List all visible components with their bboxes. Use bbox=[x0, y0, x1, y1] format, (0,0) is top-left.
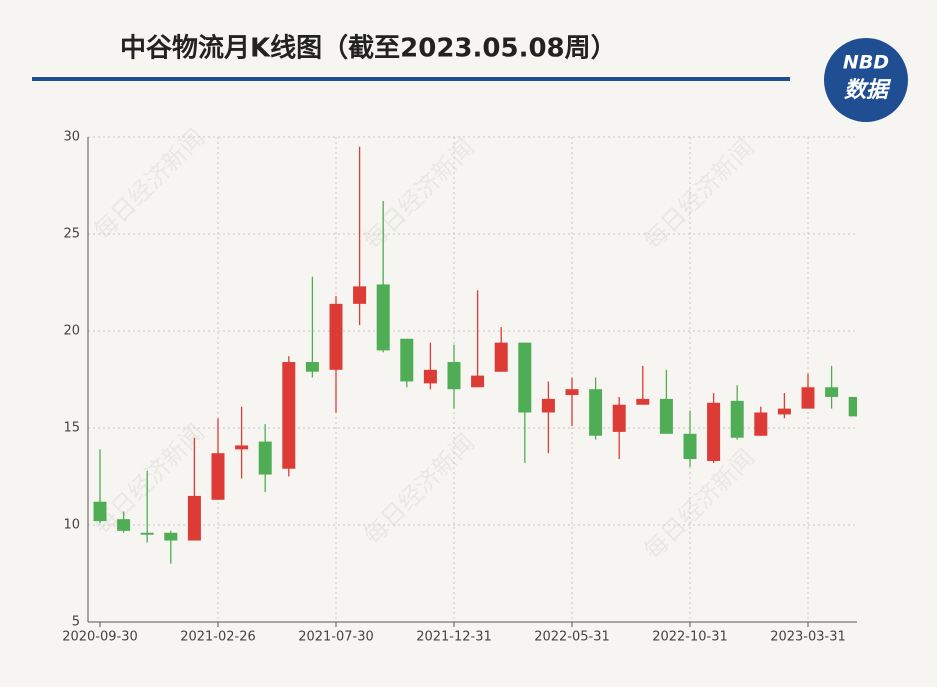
candle-body bbox=[612, 404, 626, 432]
candle-body bbox=[730, 400, 744, 438]
y-tick-label: 30 bbox=[63, 130, 80, 145]
candle-body bbox=[164, 532, 178, 541]
candle-body bbox=[140, 532, 154, 535]
logo bbox=[824, 38, 908, 122]
logo-text: 数据 bbox=[844, 78, 892, 103]
candle-body bbox=[683, 433, 697, 460]
x-tick-label: 2022-10-31 bbox=[652, 630, 728, 645]
candle-body bbox=[801, 387, 815, 409]
chart-title: 中谷物流月K线图（截至2023.05.08周） bbox=[120, 34, 617, 64]
candle-body bbox=[754, 412, 768, 436]
title-rule bbox=[32, 77, 790, 81]
candle-body bbox=[471, 375, 485, 388]
candle-body bbox=[423, 369, 437, 384]
y-tick-label: 5 bbox=[72, 615, 80, 630]
y-tick-label: 25 bbox=[63, 227, 80, 242]
candle-body bbox=[305, 362, 319, 372]
candle-body bbox=[187, 495, 201, 541]
candle-body bbox=[494, 342, 508, 372]
candle-body bbox=[447, 362, 461, 390]
candle-body bbox=[541, 398, 555, 413]
x-tick-label: 2022-05-31 bbox=[534, 630, 610, 645]
candle-body bbox=[117, 519, 131, 531]
candle-body bbox=[518, 342, 532, 413]
candle-body bbox=[589, 389, 603, 436]
x-tick-label: 2023-03-31 bbox=[770, 630, 846, 645]
y-tick-label: 10 bbox=[63, 518, 80, 533]
y-tick-label: 15 bbox=[63, 421, 80, 436]
candle-body bbox=[400, 338, 414, 382]
x-tick-label: 2021-12-31 bbox=[416, 630, 492, 645]
x-tick-label: 2020-09-30 bbox=[62, 630, 138, 645]
x-tick-label: 2021-07-30 bbox=[298, 630, 374, 645]
candle-body bbox=[282, 362, 296, 469]
candle-body bbox=[258, 441, 272, 475]
x-tick-label: 2021-02-26 bbox=[180, 630, 256, 645]
candle-body bbox=[235, 445, 249, 450]
candle-body bbox=[93, 501, 107, 522]
candle-body bbox=[376, 284, 390, 351]
candle-body bbox=[707, 402, 721, 461]
candle-body bbox=[848, 396, 857, 417]
candle-body bbox=[353, 286, 367, 304]
candle-body bbox=[565, 389, 579, 396]
candle-body bbox=[211, 453, 225, 500]
candle-body bbox=[636, 398, 650, 405]
candle-body bbox=[329, 303, 343, 370]
logo-text: NBD bbox=[843, 52, 889, 74]
y-tick-label: 20 bbox=[63, 324, 80, 339]
candle-body bbox=[825, 387, 839, 397]
candle-body bbox=[777, 408, 791, 415]
candle-body bbox=[659, 398, 673, 434]
